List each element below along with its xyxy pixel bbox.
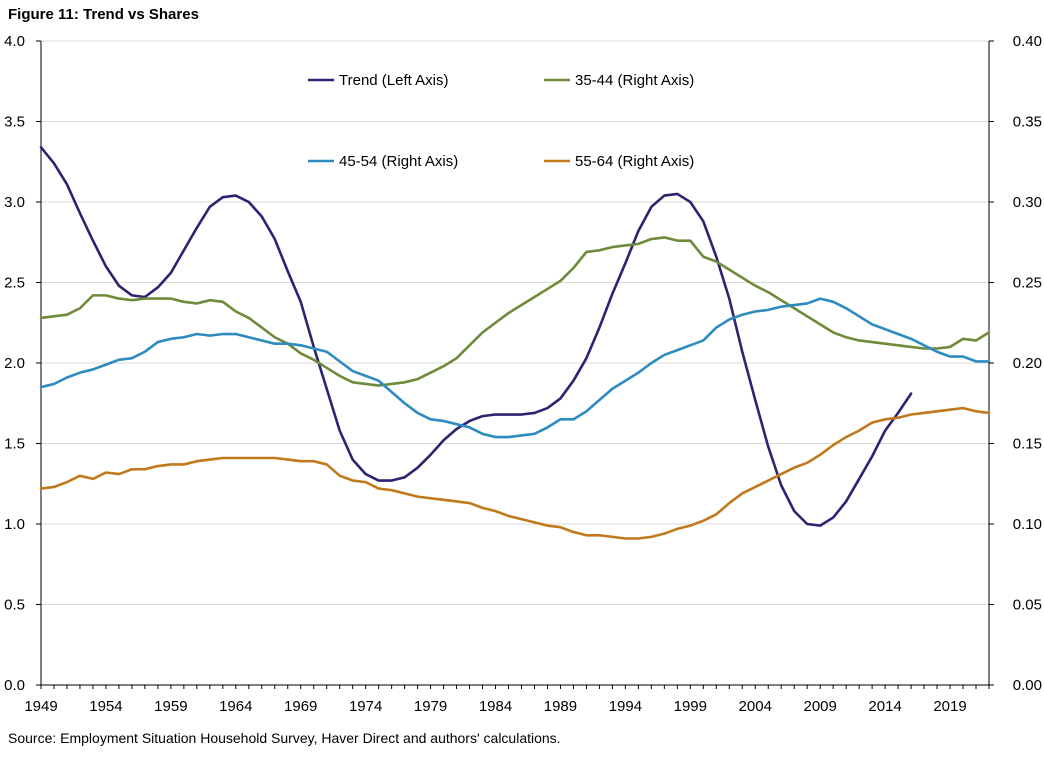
series-line-age-55-64 (39, 406, 991, 540)
figure-title: Figure 11: Trend vs Shares (8, 6, 199, 23)
y-left-tick-label: 0.0 (4, 677, 25, 694)
y-left-tick-label: 1.5 (4, 436, 25, 453)
x-tick-label: 1984 (479, 698, 512, 715)
x-tick-label: 2004 (739, 698, 772, 715)
legend-label: 45-54 (Right Axis) (339, 153, 458, 170)
x-tick-label: 1949 (24, 698, 57, 715)
series-line-age-35-44 (39, 236, 991, 387)
series-line-trend (39, 145, 913, 527)
y-left-tick-label: 2.5 (4, 275, 25, 292)
y-left-tick-label: 4.0 (4, 33, 25, 50)
y-right-tick-label: 0.05 (1013, 597, 1042, 614)
axes: 0.0 0.00 0.5 0.05 1.0 0.10 1.5 0.15 2.0 0.20 2.5 0.… (4, 33, 1042, 715)
y-left-tick-label: 2.0 (4, 355, 25, 372)
series-line-age-45-54 (39, 297, 991, 439)
y-left-tick-label: 0.5 (4, 597, 25, 614)
y-left-tick-label: 3.5 (4, 114, 25, 131)
x-tick-label: 1974 (349, 698, 382, 715)
x-tick-label: 1954 (89, 698, 122, 715)
gridlines (41, 40, 989, 605)
source-note: Source: Employment Situation Household S… (8, 730, 561, 746)
y-right-tick-label: 0.10 (1013, 516, 1042, 533)
y-left-tick-label: 1.0 (4, 516, 25, 533)
x-tick-label: 1969 (284, 698, 317, 715)
x-tick-label: 2019 (933, 698, 966, 715)
y-right-tick-label: 0.20 (1013, 355, 1042, 372)
legend-label: Trend (Left Axis) (339, 72, 448, 89)
x-tick-label: 2014 (868, 698, 901, 715)
x-tick-label: 1989 (544, 698, 577, 715)
x-tick-label: 1964 (219, 698, 252, 715)
legend-label: 55-64 (Right Axis) (575, 153, 694, 170)
y-right-tick-label: 0.00 (1013, 677, 1042, 694)
y-right-tick-label: 0.30 (1013, 194, 1042, 211)
y-left-tick-label: 3.0 (4, 194, 25, 211)
x-tick-label: 1999 (674, 698, 707, 715)
legend-label: 35-44 (Right Axis) (575, 72, 694, 89)
series-lines (39, 145, 991, 540)
y-right-tick-label: 0.35 (1013, 114, 1042, 131)
legend: Trend (Left Axis) 35-44 (Right Axis) 45-54… (308, 72, 694, 170)
x-tick-label: 1959 (154, 698, 187, 715)
y-right-tick-label: 0.15 (1013, 436, 1042, 453)
x-tick-label: 1994 (609, 698, 642, 715)
x-tick-label: 1979 (414, 698, 447, 715)
y-right-tick-label: 0.40 (1013, 33, 1042, 50)
y-right-tick-label: 0.25 (1013, 275, 1042, 292)
x-tick-label: 2009 (803, 698, 836, 715)
